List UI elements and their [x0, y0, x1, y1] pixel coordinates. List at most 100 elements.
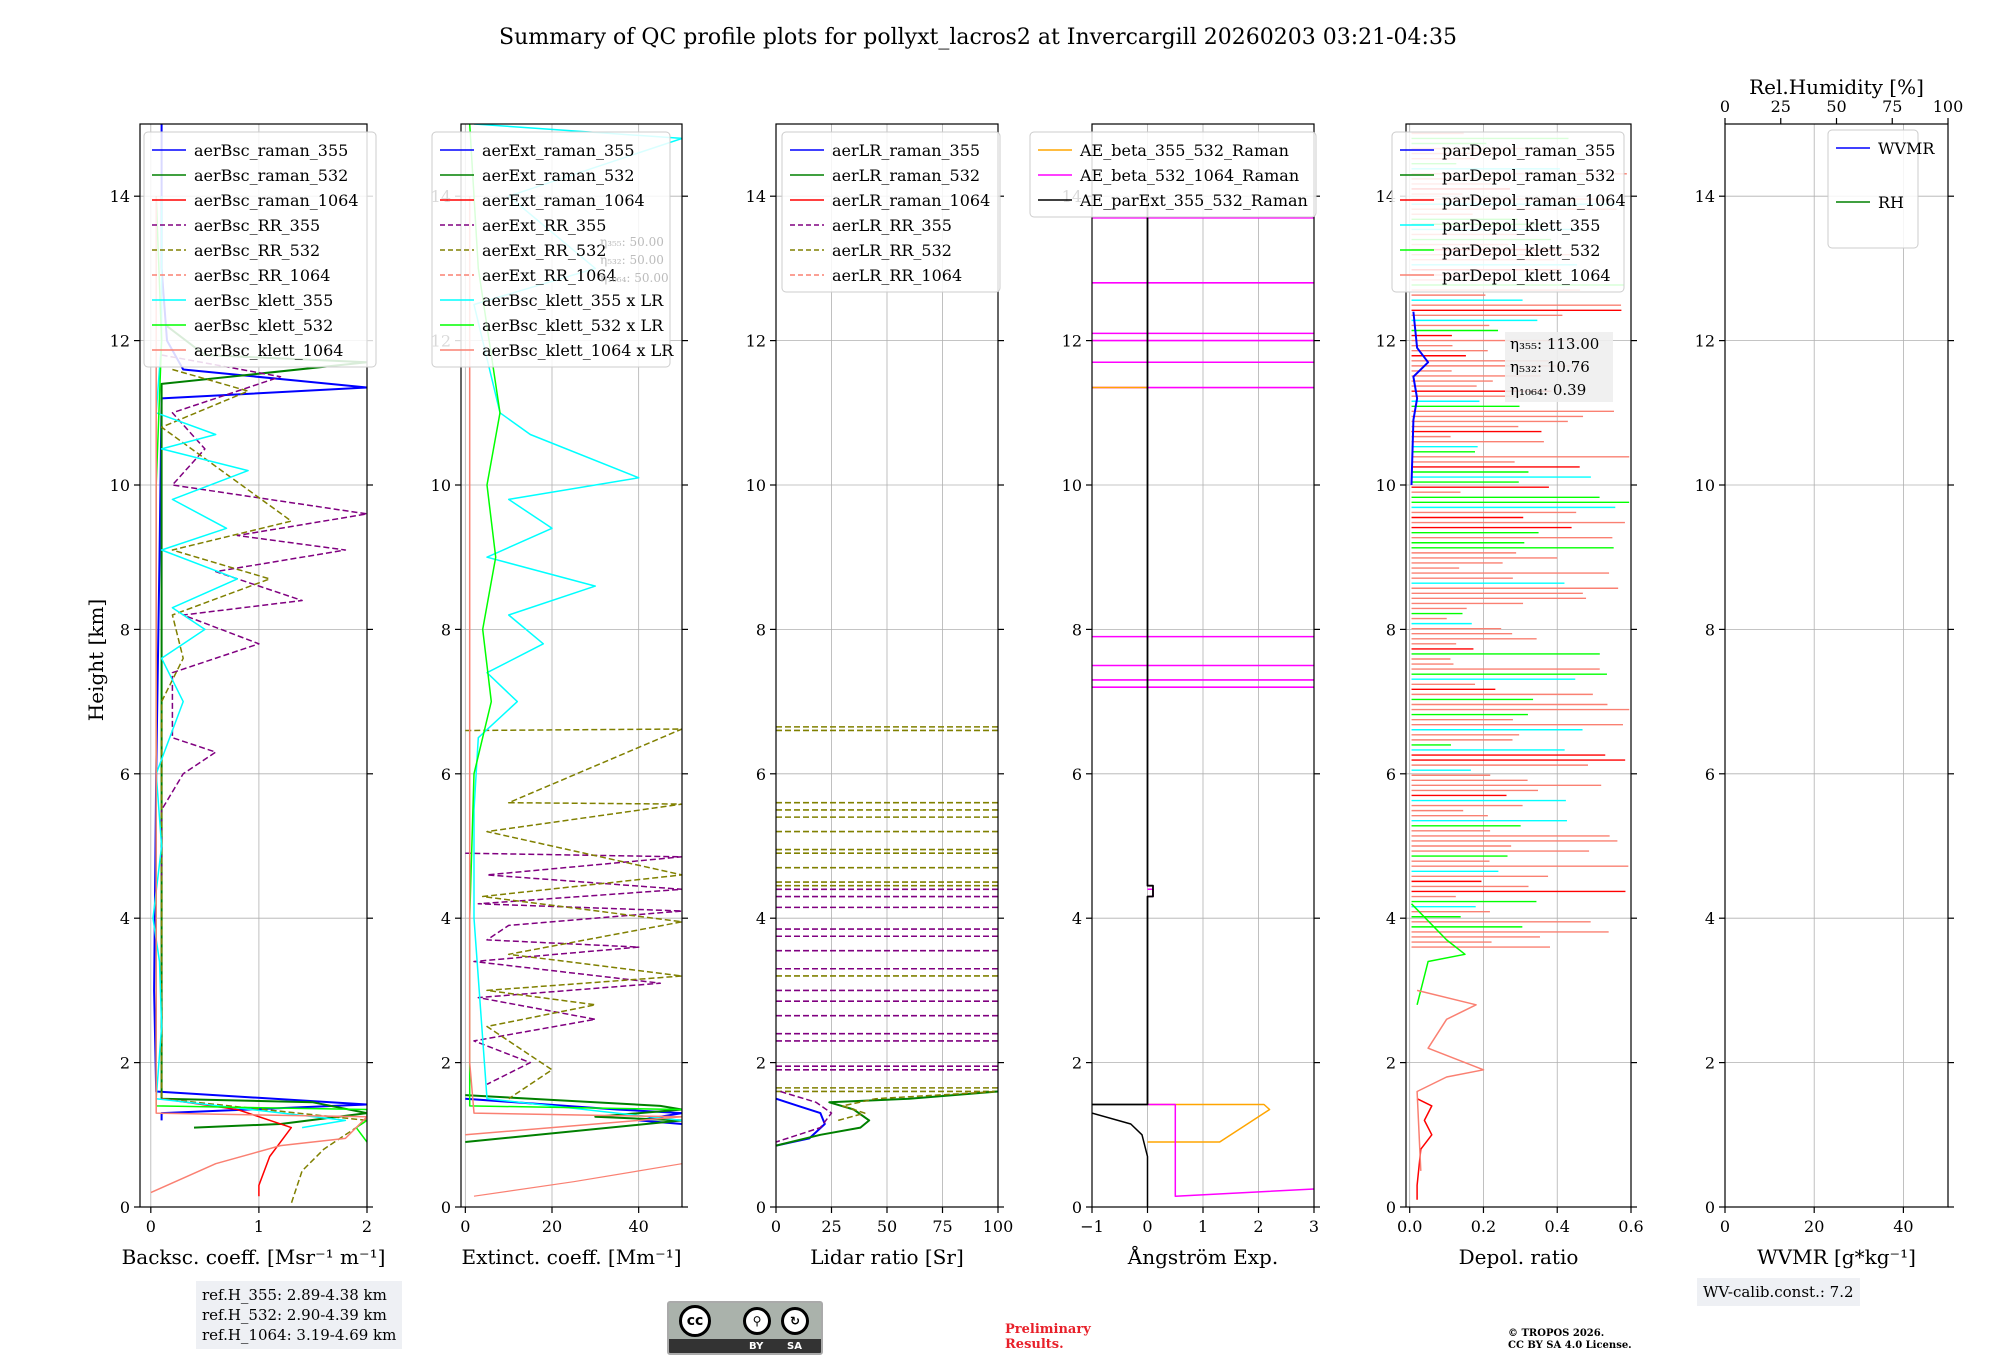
axes-frame-wv: [1724, 123, 1949, 1208]
plot-area-ae: [1092, 196, 1314, 1207]
y-tick-label: 2: [1072, 1054, 1082, 1073]
y-tick-label: 2: [1705, 1054, 1715, 1073]
ref-height-box: ref.H_355: 2.89-4.38 km ref.H_532: 2.90-…: [196, 1281, 403, 1349]
y-tick-label: 6: [120, 765, 130, 784]
copyright-line-2: CC BY SA 4.0 License.: [1508, 1340, 1632, 1351]
y-tick-label: 2: [1386, 1054, 1396, 1073]
x-axis-label-ae: Ångström Exp.: [1127, 1244, 1278, 1269]
legend-box: [1827, 129, 1919, 249]
legend-label: AE_beta_355_532_Raman: [1079, 141, 1289, 160]
top-x-tick-label: 25: [1771, 97, 1791, 116]
legend-label: parDepol_raman_1064: [1442, 191, 1626, 210]
series-AE_beta_355_532_Raman_low: [1147, 1103, 1271, 1143]
y-tick-label: 8: [1386, 620, 1396, 639]
wv-calib-box: WV-calib.const.: 7.2: [1697, 1278, 1860, 1306]
legend-box: [781, 131, 1001, 293]
legend-label: RH: [1878, 193, 1904, 212]
y-tick-label: 14: [110, 187, 130, 206]
y-tick-label: 8: [441, 620, 451, 639]
y-tick-label: 8: [1705, 620, 1715, 639]
series-aerLR_raman_532: [776, 1090, 998, 1147]
axes-frame-bsc: [139, 123, 368, 1208]
legend-label: AE_beta_532_1064_Raman: [1079, 166, 1299, 185]
y-tick-label: 2: [441, 1054, 451, 1073]
legend-label: aerExt_raman_532: [482, 166, 635, 185]
x-tick-label: 75: [932, 1217, 952, 1236]
cc-sa-label: SA: [787, 1341, 802, 1352]
ref-height-355: ref.H_355: 2.89-4.38 km: [202, 1286, 387, 1304]
y-tick-label: 12: [746, 332, 766, 351]
x-tick-label: 0: [1720, 1217, 1730, 1236]
cc-by-label: BY: [749, 1341, 764, 1352]
legend-label: aerBsc_RR_355: [194, 216, 320, 235]
legend-box: [1029, 131, 1317, 218]
y-tick-label: 2: [120, 1054, 130, 1073]
legend-label: aerBsc_klett_355 x LR: [482, 291, 664, 310]
legend-label: aerLR_RR_532: [832, 241, 952, 260]
y-tick-label: 6: [441, 765, 451, 784]
series-aerBsc_raman_532: [160, 325, 367, 1129]
legend-label: aerBsc_raman_1064: [194, 191, 359, 210]
top-x-tick-label: 0: [1720, 97, 1730, 116]
legend-label: aerBsc_klett_532: [194, 316, 333, 335]
series-aerBsc_klett_1064: [150, 196, 367, 1194]
legend-box: [431, 131, 671, 368]
series-AE_parExt_355_532_Raman_low: [1092, 1112, 1149, 1207]
y-tick-label: 14: [746, 187, 766, 206]
y-tick-label: 8: [756, 620, 766, 639]
series-aerLR_RR_532: [838, 1090, 998, 1122]
eta-note: η₁₀₆₄: 0.39: [1510, 381, 1586, 399]
series-aerBsc_RR_532: [160, 368, 367, 1204]
y-tick-label: 8: [120, 620, 130, 639]
eta-box: [1505, 332, 1613, 402]
y-axis-label: Height [km]: [84, 599, 108, 721]
x-tick-label: 100: [983, 1217, 1014, 1236]
axes-frame-dep: [1405, 123, 1632, 1208]
x-tick-label: 40: [628, 1217, 648, 1236]
legend-label: aerExt_RR_355: [482, 216, 606, 235]
legend-label: parDepol_klett_532: [1442, 241, 1600, 260]
legend-label: aerLR_RR_1064: [832, 266, 962, 285]
legend-label: aerExt_RR_1064: [482, 266, 617, 285]
y-tick-label: 6: [756, 765, 766, 784]
eta-note: η₃₅₅: 113.00: [1510, 335, 1599, 353]
y-tick-label: 10: [746, 476, 766, 495]
x-axis-label-dep: Depol. ratio: [1459, 1245, 1579, 1269]
copyright-note: © TROPOS 2026. CC BY SA 4.0 License.: [1508, 1328, 1632, 1352]
series-aerBsc_klett_355: [152, 196, 347, 1129]
ref-height-1064: ref.H_1064: 3.19-4.69 km: [202, 1326, 397, 1344]
plot-area-lr: [776, 726, 998, 1147]
top-x-tick-label: 50: [1826, 97, 1846, 116]
legend-wv: WVMR RH: [1827, 129, 1935, 249]
series-aerExt_RR_1064: [473, 1163, 682, 1197]
legend-label: aerLR_raman_355: [832, 141, 980, 160]
legend-label: aerBsc_RR_1064: [194, 266, 330, 285]
legend-label: aerBsc_klett_1064: [194, 341, 343, 360]
y-tick-label: 0: [1705, 1198, 1715, 1217]
eta-note: η₅₃₂: 10.76: [1510, 358, 1590, 376]
legend-label: aerBsc_klett_1064 x LR: [482, 341, 674, 360]
legend-label: parDepol_raman_532: [1442, 166, 1615, 185]
top-x-axis-label: Rel.Humidity [%]: [1749, 75, 1924, 99]
figure-title: Summary of QC profile plots for pollyxt_…: [499, 25, 1457, 50]
by-person-icon: ⚲: [743, 1307, 771, 1335]
series-aerBsc_RR_355: [160, 354, 367, 883]
x-tick-label: 25: [821, 1217, 841, 1236]
legend-bsc: aerBsc_raman_355 aerBsc_raman_532 aerBsc_r…: [143, 131, 377, 368]
legend-label: aerLR_raman_1064: [832, 191, 990, 210]
y-tick-label: 0: [756, 1198, 766, 1217]
preliminary-note: Preliminary Results.: [1005, 1322, 1091, 1352]
series-AE_parExt_355_532_Raman: [1092, 196, 1154, 1106]
legend-box: [1391, 131, 1625, 293]
y-tick-label: 14: [1695, 187, 1715, 206]
legend-box: [143, 131, 377, 368]
y-tick-label: 6: [1072, 765, 1082, 784]
legend-label: aerExt_raman_355: [482, 141, 635, 160]
y-tick-label: 4: [1386, 909, 1396, 928]
x-tick-label: 50: [877, 1217, 897, 1236]
y-tick-label: 4: [441, 909, 451, 928]
y-tick-label: 12: [1062, 332, 1082, 351]
series-aerExt_RR_532: [465, 728, 682, 1100]
series-parDepol_klett_1064_low: [1416, 989, 1485, 1171]
